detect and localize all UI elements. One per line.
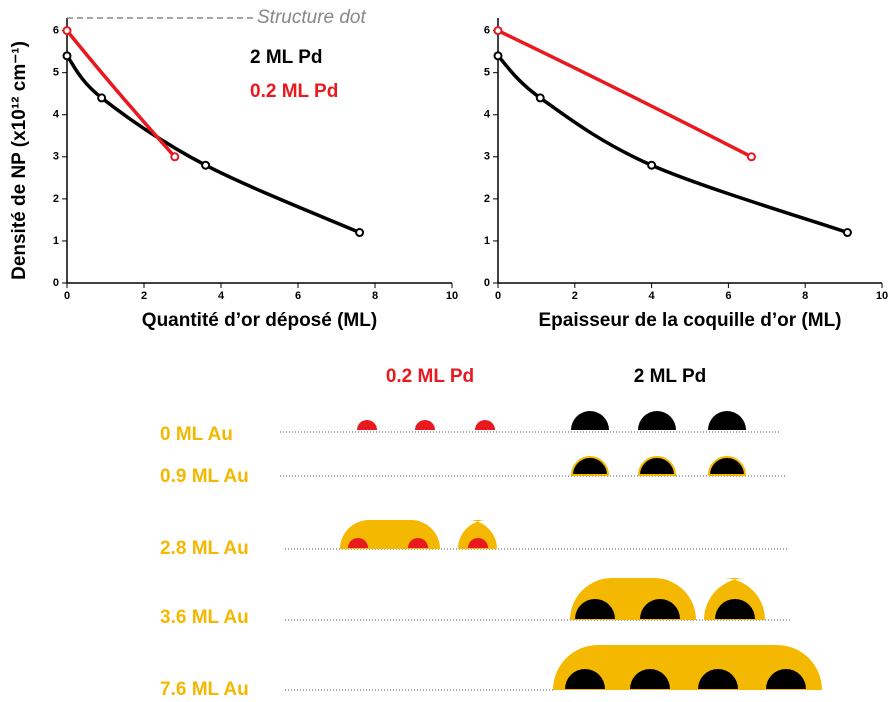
row-label: 0 ML Au <box>160 424 233 445</box>
x-axis-label: Quantité d’or déposé (ML) <box>142 310 377 331</box>
row-label: 0.9 ML Au <box>160 466 249 487</box>
y-tick-label: 2 <box>53 193 59 205</box>
marker <box>493 26 503 36</box>
particle <box>707 456 747 476</box>
particle <box>575 599 615 619</box>
x-tick-label: 4 <box>218 290 225 302</box>
y-axis-label: Densité de NP (x10¹² cm⁻¹) <box>9 41 30 280</box>
row-label: 2.8 ML Au <box>160 538 249 559</box>
marker <box>201 160 211 170</box>
series-line <box>65 29 177 158</box>
series-line <box>497 29 753 159</box>
y-tick-label: 4 <box>484 109 491 121</box>
y-tick-label: 0 <box>484 277 490 289</box>
x-tick-label: 6 <box>725 290 731 302</box>
particles <box>340 411 822 690</box>
marker <box>62 26 72 36</box>
y-tick-label: 3 <box>53 151 59 163</box>
x-tick-label: 8 <box>802 290 808 302</box>
y-tick-label: 5 <box>53 67 59 79</box>
series-line <box>65 54 361 235</box>
annotation: Structure dot <box>257 7 366 28</box>
particle <box>357 420 377 430</box>
x-tick-label: 0 <box>495 290 501 302</box>
series-line <box>496 54 849 235</box>
x-tick-label: 10 <box>446 290 458 302</box>
gold-shell <box>553 645 822 690</box>
marker <box>493 51 503 61</box>
column-label: 0.2 ML Pd <box>386 366 474 387</box>
particle <box>565 669 605 689</box>
row-label: 3.6 ML Au <box>160 607 249 628</box>
particle <box>408 538 428 548</box>
marker <box>746 152 756 162</box>
x-axis-label: Epaisseur de la coquille d’or (ML) <box>539 310 842 331</box>
particle <box>348 538 368 548</box>
diagram: 0.2 ML Pd 2 ML Pd 0 ML Au 0.9 ML Au 2.8 … <box>160 366 822 700</box>
particle <box>766 669 806 689</box>
x-tick-label: 6 <box>295 290 301 302</box>
marker <box>647 160 657 170</box>
y-tick-label: 3 <box>484 151 490 163</box>
marker <box>535 93 545 103</box>
marker <box>170 152 180 162</box>
y-tick-label: 0 <box>53 277 59 289</box>
gold-shell <box>458 520 497 549</box>
particle <box>637 456 677 476</box>
particle <box>571 411 609 430</box>
marker <box>97 93 107 103</box>
y-tick-label: 6 <box>484 25 490 37</box>
legend-entry: 0.2 ML Pd <box>250 81 338 102</box>
particle <box>698 669 738 689</box>
marker <box>355 228 365 238</box>
particle <box>640 599 680 619</box>
x-tick-label: 2 <box>141 290 147 302</box>
y-tick-label: 1 <box>53 235 59 247</box>
particle <box>638 411 676 430</box>
y-tick-label: 1 <box>484 235 490 247</box>
particle <box>630 669 670 689</box>
column-label: 2 ML Pd <box>634 366 707 387</box>
y-tick-label: 2 <box>484 193 490 205</box>
x-tick-label: 10 <box>876 290 888 302</box>
y-tick-label: 5 <box>484 67 490 79</box>
particle <box>475 420 495 430</box>
row-label: 7.6 ML Au <box>160 679 249 700</box>
particle <box>415 420 435 430</box>
x-tick-label: 2 <box>572 290 578 302</box>
particle <box>708 411 746 430</box>
y-tick-label: 4 <box>53 109 60 121</box>
particle <box>468 538 488 548</box>
legend-entry: 2 ML Pd <box>250 47 323 68</box>
particle <box>570 456 610 476</box>
x-tick-label: 8 <box>372 290 378 302</box>
x-tick-label: 4 <box>649 290 656 302</box>
marker <box>842 228 852 238</box>
y-tick-label: 6 <box>53 25 59 37</box>
particle <box>715 599 755 619</box>
marker <box>62 51 72 61</box>
x-tick-label: 0 <box>64 290 70 302</box>
